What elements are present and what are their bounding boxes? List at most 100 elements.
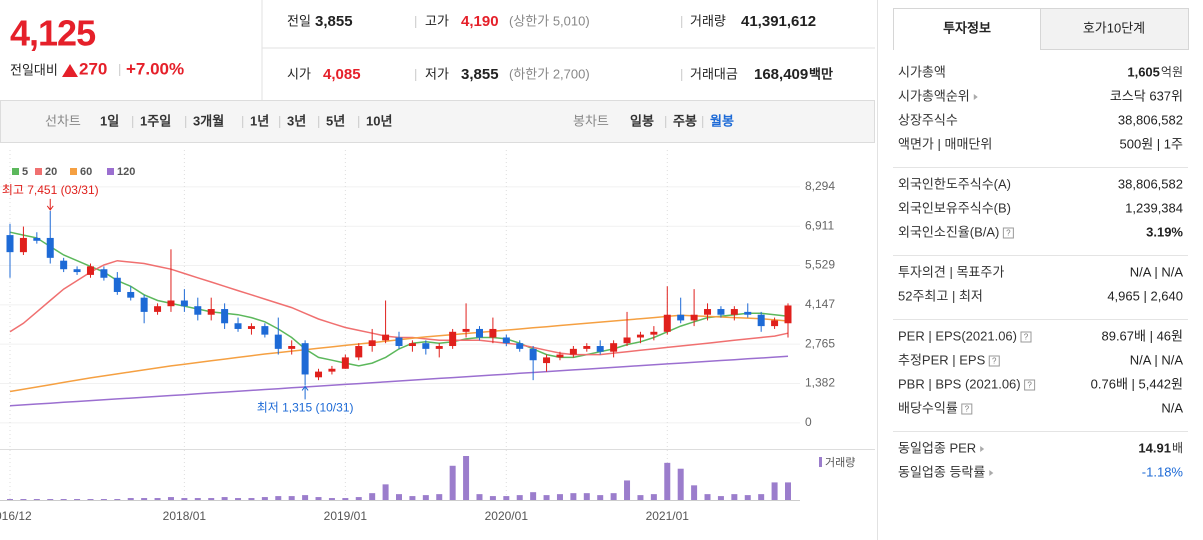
volume-bar: [489, 496, 496, 500]
period-option[interactable]: 10년: [366, 113, 392, 128]
candle-body: [583, 346, 591, 349]
label: 고가: [425, 13, 449, 28]
volume-bar: [248, 498, 255, 500]
volume-bar: [100, 499, 107, 500]
info-label: 외국인보유주식수(B): [898, 200, 1011, 215]
candle-body: [489, 328, 497, 338]
volume-bar: [7, 499, 13, 500]
legend-label: 20: [45, 166, 57, 178]
ma-line: [9, 314, 789, 393]
volume-bar: [610, 493, 617, 500]
legend-label: 120: [117, 166, 135, 178]
value: 3,855: [315, 13, 353, 30]
candle-body: [596, 346, 604, 352]
volume-bar: [516, 495, 523, 500]
legend-swatch: [107, 168, 114, 175]
ma-line: [9, 355, 789, 407]
volume-bar: [476, 494, 483, 500]
candle-body: [422, 343, 430, 349]
candle-body: [60, 260, 68, 270]
separator: |: [664, 113, 667, 128]
tab-label[interactable]: 호가10단계: [1083, 20, 1145, 35]
annotation-arrow: [46, 198, 54, 211]
candle-body: [771, 320, 779, 327]
candle-body: [247, 326, 255, 329]
help-icon[interactable]: [1020, 331, 1032, 343]
period-option[interactable]: 5년: [326, 113, 345, 128]
help-icon[interactable]: [988, 355, 1000, 367]
volume-bar: [758, 494, 765, 500]
volume-bar: [556, 494, 563, 500]
volume-bar: [597, 495, 604, 500]
legend-swatch: [35, 168, 42, 175]
info-value: 500원 | 1주: [1120, 136, 1183, 151]
label: 거래량: [690, 13, 726, 28]
volume-bar: [355, 497, 362, 500]
tab-label[interactable]: 투자정보: [943, 20, 991, 35]
period-option[interactable]: 3개월: [193, 113, 224, 128]
period-option[interactable]: 일봉: [630, 113, 654, 128]
help-icon[interactable]: [1024, 379, 1036, 391]
volume-bar: [288, 496, 295, 500]
volume-bar: [771, 482, 778, 500]
y-tick-label: 6,911: [805, 218, 834, 232]
volume-bar: [127, 498, 134, 500]
volume-bar: [47, 499, 54, 500]
tab[interactable]: [1040, 8, 1189, 50]
info-value: 코스닥 637위: [1110, 88, 1183, 103]
info-label: 액면가 | 매매단위: [898, 136, 992, 151]
volume-bar: [717, 496, 724, 500]
note: (하한가 2,700): [509, 66, 590, 81]
candle-body: [315, 371, 323, 378]
volume-bar: [744, 495, 751, 500]
low-annotation: 최저 1,315 (10/31): [257, 401, 354, 415]
volume-bar: [731, 494, 738, 500]
legend-swatch: [70, 168, 77, 175]
period-option[interactable]: 1주일: [140, 113, 171, 128]
period-option[interactable]: 주봉: [673, 113, 697, 128]
volume-bar: [208, 498, 215, 500]
info-value: -1.18%: [1142, 464, 1184, 479]
x-tick-label: 2020/01: [485, 509, 529, 523]
separator: |: [414, 13, 417, 28]
volume-bar: [33, 499, 40, 500]
ma-line: [9, 231, 789, 367]
help-icon[interactable]: [1002, 227, 1014, 239]
info-value: 1,239,384: [1125, 200, 1183, 215]
volume-bar: [302, 495, 309, 500]
info-label: 상장주식수: [898, 112, 958, 127]
period-option[interactable]: 1일: [100, 113, 119, 128]
info-value: N/A | N/A: [1130, 264, 1184, 279]
volume-bar: [396, 494, 402, 500]
candle-body: [355, 346, 363, 358]
candle-body: [556, 354, 564, 358]
period-option[interactable]: 1년: [250, 113, 269, 128]
help-icon[interactable]: [961, 403, 973, 415]
info-label: 배당수익률: [898, 400, 958, 415]
info-label: PER | EPS(2021.06): [898, 328, 1017, 343]
period-option[interactable]: 3년: [287, 113, 306, 128]
price: 4,125: [10, 13, 96, 54]
tab-active[interactable]: [893, 8, 1041, 50]
y-tick-label: 0: [805, 415, 812, 429]
more-arrow[interactable]: [980, 446, 985, 452]
candle-body: [180, 300, 188, 307]
volume-bar: [503, 496, 510, 500]
volume-bar: [369, 493, 376, 500]
info-unit: 배: [1172, 441, 1183, 455]
more-arrow[interactable]: [989, 470, 994, 476]
info-label: 동일업종 등락률: [898, 464, 985, 479]
volume-bar: [583, 493, 590, 500]
info-label: 추정PER | EPS: [898, 352, 986, 367]
volume-bar: [235, 498, 242, 500]
candle-body: [86, 266, 94, 275]
info-value: 14.91: [1138, 440, 1171, 455]
legend-label: 5: [22, 166, 28, 178]
more-arrow[interactable]: [973, 94, 978, 100]
label: 시가: [287, 66, 311, 81]
period-option[interactable]: 월봉: [710, 113, 734, 128]
candle-body: [274, 334, 282, 349]
separator: |: [241, 113, 244, 128]
